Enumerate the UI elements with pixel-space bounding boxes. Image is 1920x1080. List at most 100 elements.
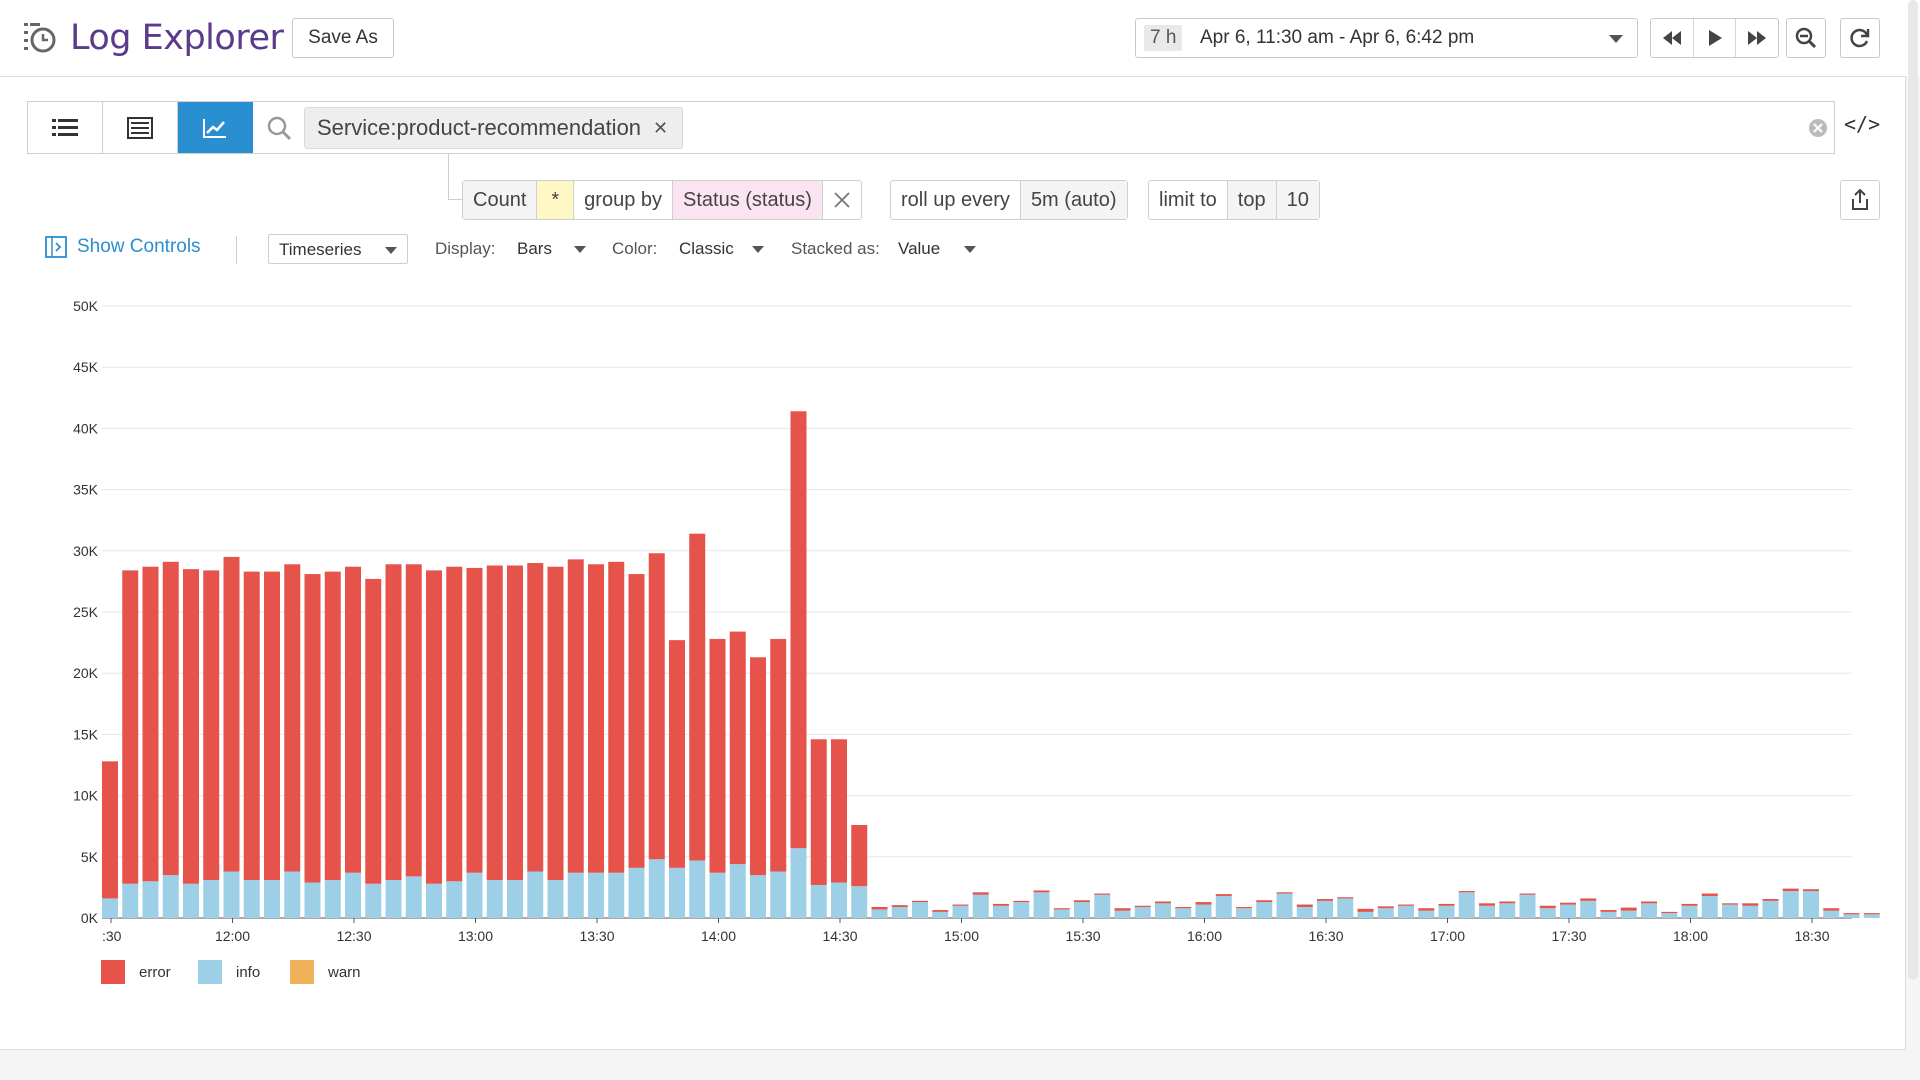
- bar-info[interactable]: [1539, 908, 1556, 918]
- bar-error[interactable]: [669, 640, 685, 868]
- bar-error[interactable]: [345, 566, 361, 873]
- bar-info[interactable]: [1701, 895, 1718, 918]
- bar-error[interactable]: [1337, 897, 1354, 899]
- bar-error[interactable]: [912, 900, 928, 903]
- bar-info[interactable]: [1134, 906, 1151, 918]
- bar-info[interactable]: [851, 886, 868, 918]
- bar-error[interactable]: [1823, 908, 1840, 911]
- bar-info[interactable]: [1479, 905, 1495, 918]
- bar-info[interactable]: [1398, 905, 1414, 918]
- bar-error[interactable]: [1762, 899, 1779, 901]
- bar-error[interactable]: [709, 638, 726, 873]
- bar-info[interactable]: [1276, 893, 1293, 918]
- bar-error[interactable]: [365, 578, 382, 884]
- bar-info[interactable]: [1580, 900, 1597, 918]
- bar-error[interactable]: [1013, 900, 1030, 903]
- bar-info[interactable]: [1296, 906, 1313, 918]
- bar-info[interactable]: [1013, 902, 1030, 918]
- bar-info[interactable]: [1641, 903, 1657, 918]
- bar-info[interactable]: [162, 875, 179, 918]
- bar-error[interactable]: [1317, 899, 1333, 901]
- bar-info[interactable]: [1175, 908, 1192, 918]
- bar-error[interactable]: [243, 571, 260, 881]
- bar-error[interactable]: [1398, 904, 1414, 906]
- bar-error[interactable]: [1195, 902, 1212, 905]
- bar-error[interactable]: [547, 566, 564, 881]
- bar-error[interactable]: [891, 905, 908, 907]
- measure-select[interactable]: Count: [463, 181, 538, 219]
- rollup-interval-select[interactable]: 5m (auto): [1020, 181, 1127, 219]
- bar-error[interactable]: [1560, 902, 1576, 905]
- bar-error[interactable]: [183, 569, 199, 884]
- bar-error[interactable]: [810, 739, 827, 885]
- bar-error[interactable]: [162, 561, 179, 876]
- bar-info[interactable]: [932, 911, 949, 918]
- bar-info[interactable]: [1742, 905, 1759, 918]
- bar-error[interactable]: [486, 565, 503, 881]
- bar-info[interactable]: [324, 880, 341, 918]
- bar-info[interactable]: [1499, 903, 1516, 918]
- bar-error[interactable]: [1803, 889, 1819, 892]
- bar-error[interactable]: [1580, 898, 1597, 901]
- bar-info[interactable]: [912, 902, 928, 918]
- time-range-selector[interactable]: 7 h Apr 6, 11:30 am - Apr 6, 6:42 pm: [1135, 18, 1638, 58]
- measure-field[interactable]: *: [537, 181, 575, 219]
- bar-error[interactable]: [851, 824, 868, 887]
- bar-info[interactable]: [1033, 892, 1050, 918]
- bar-info[interactable]: [304, 882, 321, 918]
- bar-error[interactable]: [1094, 893, 1111, 895]
- bar-error[interactable]: [507, 565, 523, 881]
- bar-info[interactable]: [588, 872, 604, 918]
- bar-error[interactable]: [1114, 908, 1131, 911]
- bar-info[interactable]: [243, 880, 260, 918]
- bar-info[interactable]: [952, 905, 969, 918]
- bar-info[interactable]: [790, 848, 807, 918]
- save-as-button[interactable]: Save As: [292, 18, 394, 58]
- bar-error[interactable]: [689, 533, 706, 861]
- bar-info[interactable]: [142, 881, 159, 918]
- bar-error[interactable]: [1458, 891, 1475, 893]
- bar-info[interactable]: [891, 906, 908, 918]
- bar-error[interactable]: [972, 892, 989, 895]
- bar-error[interactable]: [324, 571, 341, 881]
- bar-error[interactable]: [993, 903, 1009, 906]
- show-controls-toggle[interactable]: Show Controls: [45, 236, 201, 258]
- bar-info[interactable]: [1155, 903, 1171, 918]
- bar-info[interactable]: [1600, 911, 1617, 918]
- bar-info[interactable]: [1377, 908, 1394, 918]
- bar-info[interactable]: [709, 872, 726, 918]
- bar-info[interactable]: [972, 894, 989, 918]
- bar-info[interactable]: [1114, 910, 1131, 918]
- bar-info[interactable]: [1074, 902, 1090, 918]
- bar-error[interactable]: [608, 561, 625, 873]
- chevron-down-icon[interactable]: [752, 246, 764, 253]
- bar-error[interactable]: [1438, 903, 1455, 906]
- bar-error[interactable]: [1681, 903, 1698, 906]
- timeseries-chart[interactable]: 0K 5K 10K 15K 20K 25K 30K 35K 40K 45K 50K :30 12:00…: [0, 280, 1880, 960]
- bar-error[interactable]: [1134, 905, 1151, 907]
- bar-info[interactable]: [729, 864, 746, 918]
- bar-error[interactable]: [203, 570, 220, 881]
- bar-error[interactable]: [770, 638, 787, 872]
- bar-info[interactable]: [183, 883, 199, 918]
- bar-error[interactable]: [1782, 888, 1799, 892]
- bar-error[interactable]: [426, 570, 442, 884]
- bar-info[interactable]: [507, 880, 523, 918]
- bar-info[interactable]: [1620, 910, 1637, 918]
- bar-error[interactable]: [932, 910, 949, 912]
- bar-info[interactable]: [770, 871, 787, 918]
- bar-error[interactable]: [1722, 903, 1738, 905]
- bar-info[interactable]: [264, 880, 280, 918]
- bar-info[interactable]: [1519, 894, 1536, 918]
- bar-error[interactable]: [264, 571, 280, 881]
- analytics-view-button[interactable]: [178, 102, 253, 153]
- bar-info[interactable]: [1843, 914, 1860, 918]
- bar-info[interactable]: [1681, 905, 1698, 918]
- bar-error[interactable]: [1843, 913, 1860, 915]
- remove-group-by-button[interactable]: [823, 181, 861, 219]
- bar-info[interactable]: [648, 859, 665, 918]
- chevron-down-icon[interactable]: [574, 246, 586, 253]
- bar-info[interactable]: [527, 871, 544, 918]
- bar-info[interactable]: [466, 872, 483, 918]
- bar-info[interactable]: [203, 880, 220, 918]
